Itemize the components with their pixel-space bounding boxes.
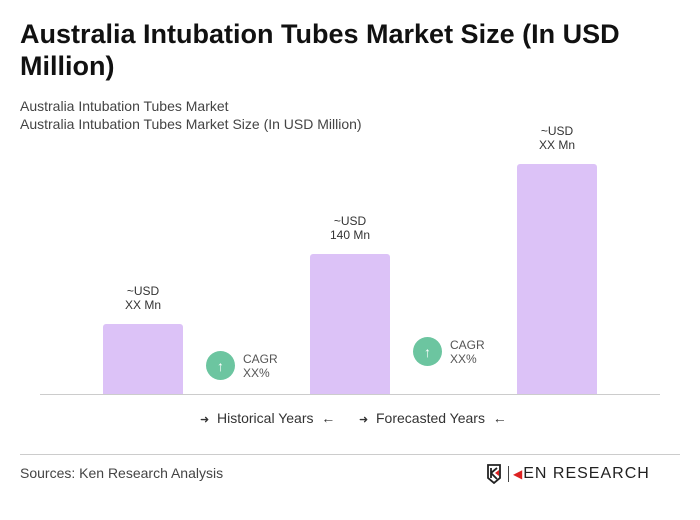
- chart-subtitle-2: Australia Intubation Tubes Market Size (…: [20, 116, 362, 132]
- source-note: Sources: Ken Research Analysis: [20, 465, 224, 481]
- arrow-left-icon: ←: [492, 410, 507, 426]
- arrow-right-icon: ➜: [200, 414, 210, 426]
- bar-2: [310, 254, 390, 394]
- legend-forecasted: ➜ Forecasted Years ←: [359, 410, 507, 426]
- cagr-badge-2: ↑ CAGR XX%: [413, 337, 485, 366]
- bar-1: [103, 324, 183, 394]
- arrow-left-icon: ←: [321, 410, 336, 426]
- footer-divider: [20, 454, 680, 455]
- arrow-up-icon: ↑: [206, 351, 235, 380]
- bar-1-label: ~USD XX Mn: [124, 284, 161, 312]
- bar-2-label: ~USD 140 Mn: [329, 214, 371, 242]
- ken-research-logo: ◀ EN RESEARCH: [486, 464, 650, 484]
- arrow-up-icon: ↑: [413, 337, 442, 366]
- logo-mark-icon: [487, 464, 501, 484]
- chart-title: Australia Intubation Tubes Market Size (…: [20, 19, 620, 81]
- x-axis: [40, 394, 660, 395]
- arrow-right-icon: ➜: [359, 414, 369, 426]
- bar-3: [517, 164, 597, 394]
- chart-subtitle: Australia Intubation Tubes Market: [20, 98, 229, 114]
- bar-3-label: ~USD XX Mn: [538, 124, 575, 152]
- legend-historical: ➜ Historical Years ←: [200, 410, 336, 426]
- cagr-badge-1: ↑ CAGR XX%: [206, 351, 278, 380]
